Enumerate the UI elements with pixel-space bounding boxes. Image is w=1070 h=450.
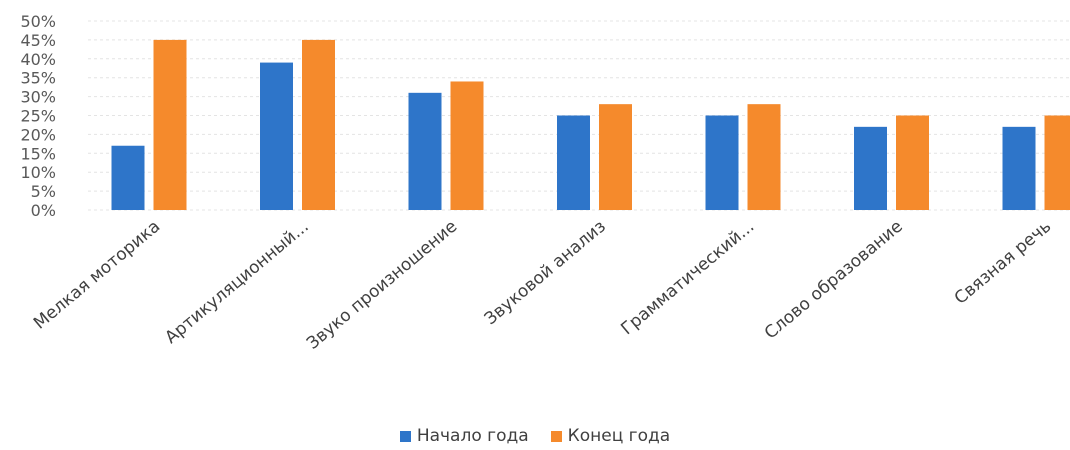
legend-swatch-start <box>399 430 411 442</box>
x-category-label: Связная речь <box>951 217 1056 309</box>
bar-chart: 0%5%10%15%20%25%30%35%40%45%50% Мелкая м… <box>20 12 1070 354</box>
bar-end <box>896 115 929 210</box>
x-category-label: Звуко произношение <box>303 217 461 354</box>
legend: Начало года Конец года <box>0 426 1070 446</box>
bar-start <box>111 145 145 210</box>
bar-start <box>1002 126 1036 210</box>
bar-end <box>1044 115 1070 210</box>
bar-end <box>747 104 781 210</box>
y-tick-label: 30% <box>20 88 56 107</box>
bar-end <box>153 39 187 211</box>
legend-swatch-end <box>550 430 562 442</box>
x-category-label: Звуковой анализ <box>481 217 610 330</box>
bars <box>111 39 1070 211</box>
bar-start <box>408 92 442 210</box>
x-category-label: Грамматический... <box>617 217 758 340</box>
bar-start <box>260 62 293 210</box>
y-tick-label: 45% <box>20 31 56 50</box>
y-tick-label: 50% <box>20 12 56 31</box>
y-tick-label: 15% <box>20 144 56 163</box>
y-tick-label: 0% <box>31 201 56 220</box>
legend-item-start: Начало года <box>399 426 529 446</box>
x-category-label: Мелкая моторика <box>30 217 164 334</box>
bar-start <box>557 115 590 210</box>
y-tick-label: 25% <box>20 107 56 126</box>
x-category-label: Слово образование <box>761 217 907 344</box>
legend-label-start: Начало года <box>416 426 529 446</box>
x-category-label: Артикуляционный... <box>161 217 312 348</box>
y-tick-label: 40% <box>20 50 56 69</box>
y-axis: 0%5%10%15%20%25%30%35%40%45%50% <box>20 12 56 220</box>
bar-end <box>450 81 484 210</box>
y-tick-label: 20% <box>20 125 56 144</box>
bar-end <box>302 39 335 211</box>
bar-start <box>705 115 739 210</box>
bar-start <box>854 126 887 210</box>
bar-end <box>599 104 632 210</box>
legend-label-end: Конец года <box>567 426 671 446</box>
y-tick-label: 5% <box>31 182 56 201</box>
y-tick-label: 10% <box>20 163 56 182</box>
y-tick-label: 35% <box>20 69 56 88</box>
legend-item-end: Конец года <box>550 426 671 446</box>
